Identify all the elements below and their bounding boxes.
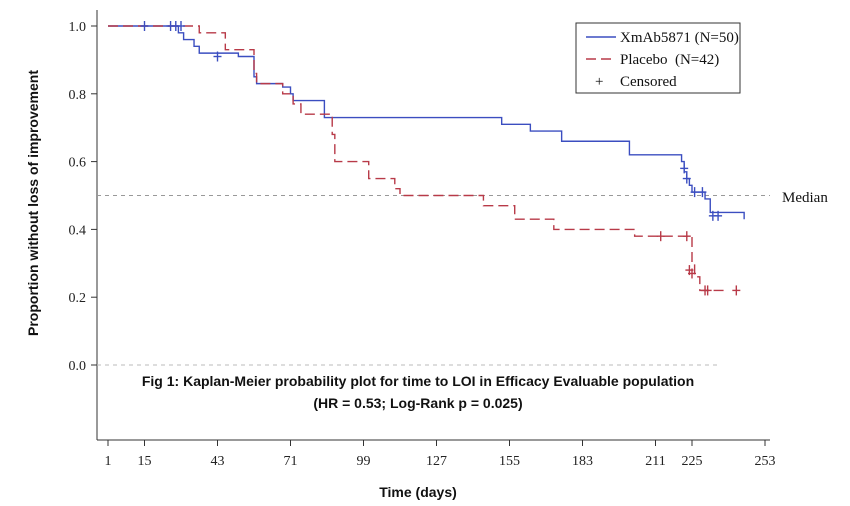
chart-caption: Fig 1: Kaplan-Meier probability plot for… [142, 373, 694, 389]
median-label: Median [782, 190, 828, 206]
y-axis-title: Proportion without loss of improvement [25, 70, 41, 336]
placebo-censor-mark [656, 231, 665, 242]
x-axis-title: Time (days) [379, 484, 457, 500]
xmab-censor-mark [698, 187, 707, 198]
legend: XmAb5871 (N=50) Placebo (N=42) + Censore… [575, 22, 741, 94]
censor-marks [140, 21, 741, 296]
y-tick-label: 0.4 [69, 223, 87, 238]
legend-censored-symbol: + [595, 74, 603, 90]
xmab-censor-mark [140, 21, 149, 31]
x-tick-label: 43 [211, 454, 225, 469]
x-tick-label: 183 [572, 454, 593, 469]
y-tick-label: 0.8 [69, 88, 87, 103]
legend-label-censored: Censored [620, 74, 677, 90]
chart-caption-sub: (HR = 0.53; Log-Rank p = 0.025) [313, 395, 522, 411]
placebo-censor-mark [703, 285, 712, 296]
xmab-censor-mark [213, 51, 222, 62]
xmab-censor-mark [690, 187, 699, 198]
x-tick-label: 211 [645, 454, 665, 469]
placebo-censor-mark [688, 268, 696, 279]
x-tick-label: 155 [499, 454, 520, 469]
xmab-censor-mark [177, 21, 185, 31]
x-tick-label: 99 [357, 454, 371, 469]
reference-lines [97, 195, 770, 366]
x-tick-label: 253 [755, 454, 776, 469]
xmab-censor-mark [714, 210, 723, 221]
y-tick-label: 0.0 [69, 359, 87, 374]
xmab-curve [108, 25, 745, 220]
plot-frame [96, 10, 770, 441]
placebo-censor-mark [682, 231, 691, 242]
xmab-censor-mark [680, 163, 689, 174]
legend-label-xmab: XmAb5871 (N=50) [620, 30, 739, 46]
legend-label-placebo: Placebo (N=42) [620, 52, 719, 68]
y-axis-ticks: 0.0 0.2 0.4 0.6 0.8 1.0 [69, 20, 97, 374]
x-tick-label: 225 [682, 454, 703, 469]
placebo-censor-mark [732, 285, 741, 296]
legend-box [575, 22, 741, 94]
y-tick-label: 0.6 [69, 156, 87, 171]
x-tick-label: 1 [105, 454, 112, 469]
y-tick-label: 0.2 [69, 291, 87, 306]
xmab-censor-mark [682, 173, 691, 184]
x-tick-label: 127 [426, 454, 447, 469]
y-tick-label: 1.0 [69, 20, 87, 35]
x-axis-ticks: 1 15 43 71 99 127 155 183 211 225 253 [105, 440, 776, 469]
x-tick-label: 71 [284, 454, 298, 469]
x-tick-label: 15 [138, 454, 152, 469]
